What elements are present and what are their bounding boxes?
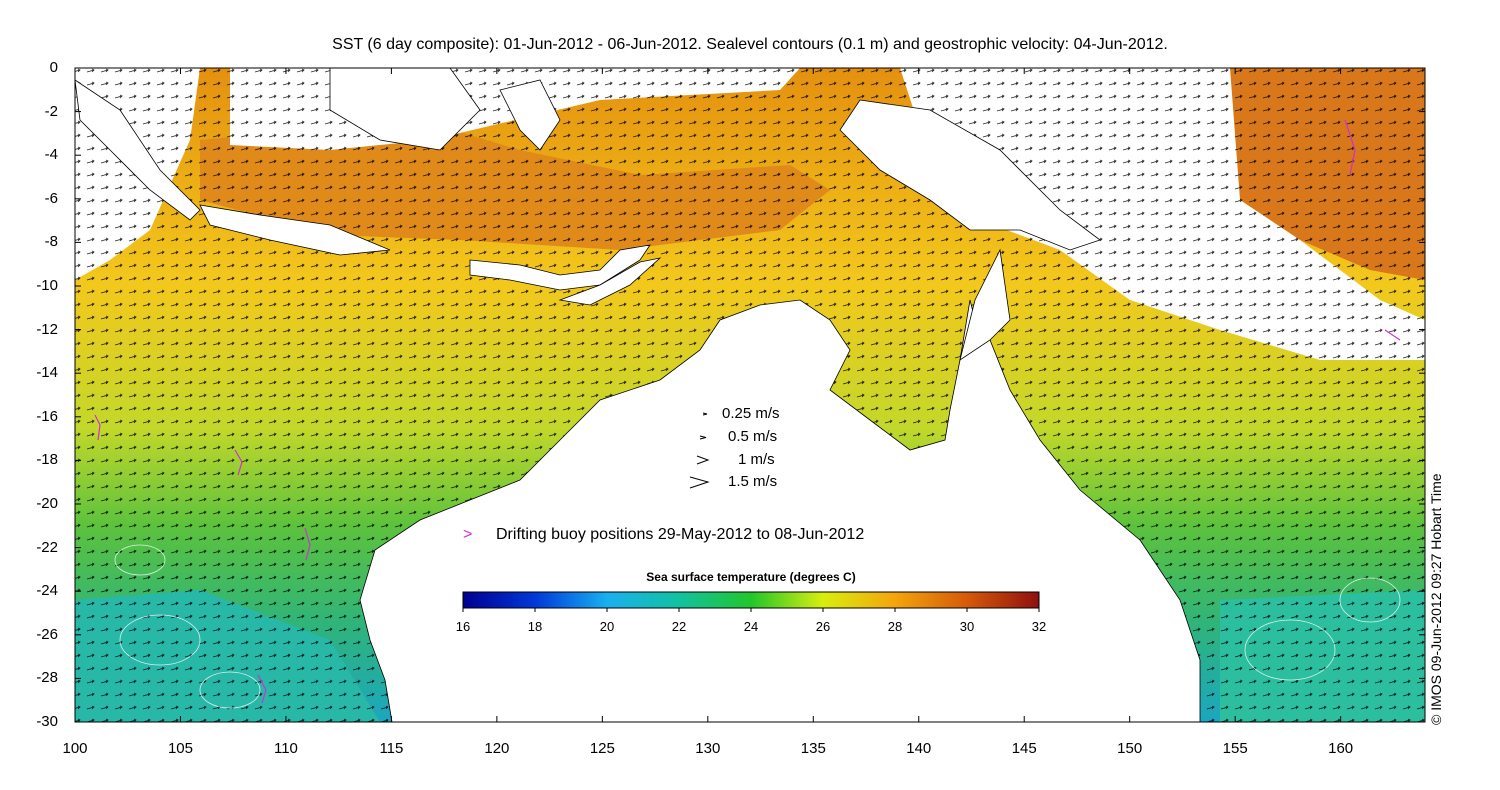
colorbar-tick-label: 16 bbox=[455, 619, 471, 634]
x-tick-label: 115 bbox=[379, 740, 404, 757]
x-tick-label: 120 bbox=[484, 740, 510, 757]
colorbar-tick-label: 20 bbox=[599, 619, 615, 634]
legend-arrow-025 bbox=[702, 412, 708, 416]
buoy-legend-label: Drifting buoy positions 29-May-2012 to 0… bbox=[496, 526, 865, 543]
colorbar-ticks bbox=[462, 608, 1040, 612]
velocity-legend-label-025: 0.25 m/s bbox=[722, 405, 780, 422]
colorbar-tick-label: 26 bbox=[815, 619, 831, 634]
x-tick-label: 100 bbox=[62, 740, 88, 757]
land-timor bbox=[558, 257, 662, 306]
y-tick-label: -2 bbox=[44, 102, 58, 120]
plot-frame bbox=[74, 67, 1426, 723]
y-tick-label: -30 bbox=[36, 713, 58, 730]
land-sulawesi bbox=[499, 79, 561, 151]
land-australia bbox=[359, 299, 1201, 722]
land-sumatra bbox=[75, 79, 201, 221]
y-tick-label: 0 bbox=[49, 59, 58, 76]
buoy-tracks bbox=[94, 119, 1401, 704]
y-tick-label: -20 bbox=[36, 495, 58, 512]
y-tick-label: -22 bbox=[36, 538, 58, 556]
x-tick-label: 135 bbox=[800, 740, 826, 757]
colorbar bbox=[462, 591, 1040, 609]
x-tick-label: 125 bbox=[589, 740, 615, 757]
y-tick-label: -16 bbox=[36, 407, 58, 425]
y-tick-label: -6 bbox=[44, 189, 58, 207]
velocity-legend-label-1: 1 m/s bbox=[738, 451, 775, 468]
y-tick-label: -14 bbox=[36, 364, 58, 382]
x-tick-label: 130 bbox=[695, 740, 721, 757]
x-tick-label: 105 bbox=[167, 740, 193, 757]
velocity-legend-arrows bbox=[689, 412, 710, 489]
colorbar-tick-label: 24 bbox=[743, 619, 759, 634]
imos-timestamp: © IMOS 09-Jun-2012 09:27 Hobart Time bbox=[1428, 473, 1444, 725]
colorbar-title: Sea surface temperature (degrees C) bbox=[646, 570, 856, 584]
y-tick-label: -12 bbox=[36, 320, 58, 338]
buoy-marker-icon: > bbox=[463, 526, 473, 543]
land-lesser-sunda bbox=[469, 244, 651, 291]
x-tick-label: 110 bbox=[273, 740, 298, 757]
x-tick-label: 150 bbox=[1117, 740, 1143, 757]
legend-arrow-05 bbox=[699, 435, 707, 440]
x-axis-ticks bbox=[74, 68, 1342, 722]
sealevel-contours bbox=[114, 544, 1401, 709]
x-tick-label: 155 bbox=[1222, 740, 1248, 757]
legend-arrow-15 bbox=[689, 476, 710, 489]
y-tick-label: -8 bbox=[44, 233, 58, 251]
y-axis-ticks bbox=[75, 67, 1425, 723]
x-tick-label: 140 bbox=[906, 740, 932, 757]
x-tick-label: 160 bbox=[1328, 740, 1354, 757]
y-tick-label: -18 bbox=[36, 451, 58, 469]
y-tick-label: -24 bbox=[36, 582, 58, 600]
map-title: SST (6 day composite): 01-Jun-2012 - 06-… bbox=[332, 36, 1168, 53]
y-tick-label: -26 bbox=[36, 625, 58, 643]
colorbar-tick-label: 32 bbox=[1031, 619, 1047, 634]
colorbar-tick-label: 22 bbox=[671, 619, 687, 634]
y-tick-label: -10 bbox=[36, 277, 58, 294]
colorbar-tick-label: 28 bbox=[887, 619, 903, 634]
velocity-legend-label-15: 1.5 m/s bbox=[728, 473, 778, 490]
legend-arrow-1 bbox=[696, 455, 710, 465]
y-tick-label: -28 bbox=[36, 669, 58, 687]
land-cape-york bbox=[959, 248, 1011, 361]
colorbar-tick-label: 30 bbox=[959, 619, 975, 634]
colorbar-tick-label: 18 bbox=[527, 619, 543, 634]
x-tick-label: 145 bbox=[1011, 740, 1037, 757]
velocity-legend-label-05: 0.5 m/s bbox=[728, 428, 778, 445]
land-java bbox=[199, 204, 391, 256]
land-borneo bbox=[329, 68, 481, 151]
land-new-guinea bbox=[839, 99, 1101, 251]
y-tick-label: -4 bbox=[44, 146, 58, 164]
